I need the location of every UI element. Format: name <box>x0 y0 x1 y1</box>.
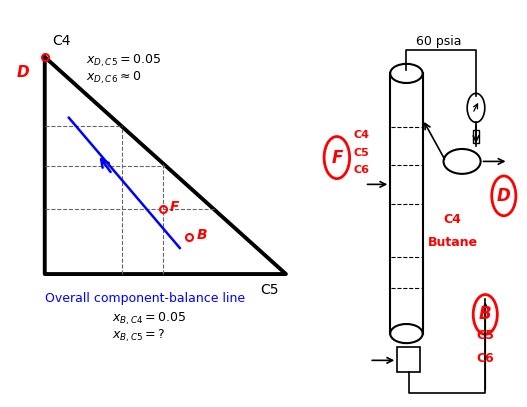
Bar <box>397 347 421 372</box>
Bar <box>473 130 480 143</box>
Text: Overall component-balance line: Overall component-balance line <box>45 292 245 305</box>
Text: 60 psia: 60 psia <box>416 35 462 48</box>
Text: $x_{B,C5} =  ?$: $x_{B,C5} = ?$ <box>112 328 165 344</box>
Text: B: B <box>197 228 207 242</box>
Text: C4: C4 <box>353 131 369 140</box>
Text: F: F <box>170 200 180 214</box>
Text: C5: C5 <box>353 148 369 158</box>
Text: $x_{D,C6} \approx  0$: $x_{D,C6} \approx 0$ <box>86 70 141 86</box>
Text: B: B <box>479 305 492 324</box>
Text: C5: C5 <box>476 329 494 342</box>
Text: C4: C4 <box>52 34 71 48</box>
Text: C6: C6 <box>476 352 494 365</box>
Text: D: D <box>16 65 29 80</box>
Text: Butane: Butane <box>428 236 478 249</box>
Text: C4: C4 <box>444 212 462 225</box>
Text: $x_{B,C4} = 0.05$: $x_{B,C4} = 0.05$ <box>112 311 187 327</box>
Text: $x_{D,C5} = 0.05$: $x_{D,C5} = 0.05$ <box>86 52 161 69</box>
Text: C5: C5 <box>260 283 279 297</box>
Text: C6: C6 <box>353 165 369 175</box>
Text: F: F <box>331 149 343 166</box>
Text: D: D <box>497 187 511 205</box>
